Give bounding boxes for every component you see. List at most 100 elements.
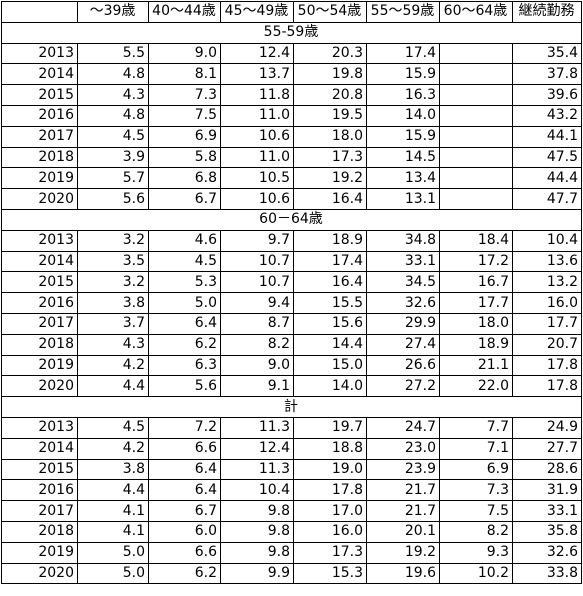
value-cell: 5.0 xyxy=(77,562,149,585)
value-cell: 39.6 xyxy=(512,84,582,106)
value-cell: 18.9 xyxy=(293,229,367,252)
value-cell: 33.1 xyxy=(366,250,440,273)
year-cell: 2019 xyxy=(1,167,78,190)
value-cell: 20.3 xyxy=(293,42,367,65)
year-cell: 2019 xyxy=(1,541,78,564)
value-cell: 35.4 xyxy=(512,42,582,65)
table-row: 2017 3.7 6.4 8.7 15.6 29.9 18.0 17.7 xyxy=(1,312,582,335)
value-cell: 17.4 xyxy=(366,42,440,65)
value-cell: 4.4 xyxy=(77,375,149,398)
value-cell: 6.4 xyxy=(148,312,221,335)
value-cell: 4.5 xyxy=(148,250,221,273)
section-title: 計 xyxy=(1,396,582,418)
header-cell xyxy=(1,1,78,23)
value-cell: 9.7 xyxy=(220,229,294,252)
value-cell: 33.1 xyxy=(512,500,582,522)
value-cell: 4.5 xyxy=(77,416,149,439)
value-cell: 4.2 xyxy=(77,354,149,377)
value-cell: 34.8 xyxy=(366,229,440,252)
value-cell: 10.5 xyxy=(220,167,294,190)
value-cell: 13.7 xyxy=(220,63,294,86)
value-cell: 6.6 xyxy=(148,437,221,460)
value-cell: 9.8 xyxy=(220,541,294,564)
table-row: 2016 3.8 5.0 9.4 15.5 32.6 17.7 16.0 xyxy=(1,292,582,314)
year-cell: 2018 xyxy=(1,520,78,543)
table-row: 2017 4.5 6.9 10.6 18.0 15.9 44.1 xyxy=(1,125,582,148)
value-cell: 19.5 xyxy=(293,104,367,127)
value-cell xyxy=(439,84,513,106)
value-cell: 18.0 xyxy=(439,312,513,335)
value-cell xyxy=(439,42,513,65)
value-cell xyxy=(439,188,513,210)
value-cell: 32.6 xyxy=(366,292,440,314)
value-cell: 21.7 xyxy=(366,500,440,522)
value-cell: 34.5 xyxy=(366,271,440,294)
value-cell: 22.0 xyxy=(439,375,513,398)
value-cell: 16.4 xyxy=(293,188,367,210)
table-row: 2018 3.9 5.8 11.0 17.3 14.5 47.5 xyxy=(1,146,582,169)
value-cell: 4.8 xyxy=(77,104,149,127)
table-body: 55-59歳 2013 5.5 9.0 12.4 20.3 17.4 35.4 2014 4.8 8… xyxy=(1,21,582,585)
year-cell: 2018 xyxy=(1,146,78,169)
year-cell: 2017 xyxy=(1,312,78,335)
value-cell: 17.0 xyxy=(293,500,367,522)
year-cell: 2016 xyxy=(1,104,78,127)
value-cell xyxy=(439,125,513,148)
value-cell: 16.3 xyxy=(366,84,440,106)
value-cell: 24.7 xyxy=(366,416,440,439)
value-cell: 23.0 xyxy=(366,437,440,460)
value-cell: 33.8 xyxy=(512,562,582,585)
value-cell: 5.5 xyxy=(77,42,149,65)
value-cell: 16.4 xyxy=(293,271,367,294)
value-cell: 14.0 xyxy=(293,375,367,398)
value-cell: 5.8 xyxy=(148,146,221,169)
value-cell: 4.3 xyxy=(77,333,149,356)
section-title: 60－64歳 xyxy=(1,208,582,231)
value-cell: 5.3 xyxy=(148,271,221,294)
value-cell: 18.0 xyxy=(293,125,367,148)
value-cell: 7.5 xyxy=(439,500,513,522)
table-row: 2015 3.8 6.4 11.3 19.0 23.9 6.9 28.6 xyxy=(1,458,582,481)
table-row: 2015 3.2 5.3 10.7 16.4 34.5 16.7 13.2 xyxy=(1,271,582,294)
value-cell: 3.2 xyxy=(77,271,149,294)
value-cell: 19.8 xyxy=(293,63,367,86)
value-cell: 13.2 xyxy=(512,271,582,294)
table-row: 2019 4.2 6.3 9.0 15.0 26.6 21.1 17.8 xyxy=(1,354,582,377)
value-cell: 9.8 xyxy=(220,500,294,522)
value-cell: 3.9 xyxy=(77,146,149,169)
value-cell: 15.9 xyxy=(366,125,440,148)
value-cell: 3.5 xyxy=(77,250,149,273)
section-row: 55-59歳 xyxy=(1,21,582,44)
year-cell: 2018 xyxy=(1,333,78,356)
value-cell: 35.8 xyxy=(512,520,582,543)
year-cell: 2020 xyxy=(1,562,78,585)
value-cell: 17.8 xyxy=(293,479,367,502)
value-cell: 9.3 xyxy=(439,541,513,564)
value-cell: 4.5 xyxy=(77,125,149,148)
value-cell: 21.1 xyxy=(439,354,513,377)
value-cell: 18.4 xyxy=(439,229,513,252)
value-cell: 5.0 xyxy=(148,292,221,314)
value-cell: 21.7 xyxy=(366,479,440,502)
value-cell: 10.4 xyxy=(220,479,294,502)
year-cell: 2014 xyxy=(1,437,78,460)
value-cell: 8.2 xyxy=(220,333,294,356)
value-cell: 18.8 xyxy=(293,437,367,460)
header-cell: 継続勤務 xyxy=(512,1,582,23)
value-cell: 8.1 xyxy=(148,63,221,86)
value-cell: 5.7 xyxy=(77,167,149,190)
value-cell: 29.9 xyxy=(366,312,440,335)
value-cell: 17.2 xyxy=(439,250,513,273)
value-cell: 17.7 xyxy=(512,312,582,335)
value-cell: 17.3 xyxy=(293,541,367,564)
value-cell: 6.7 xyxy=(148,500,221,522)
value-cell: 12.4 xyxy=(220,42,294,65)
value-cell: 9.1 xyxy=(220,375,294,398)
data-table: ～39歳 40～44歳 45～49歳 50～54歳 55～59歳 60～64歳 … xyxy=(1,1,582,585)
value-cell: 3.7 xyxy=(77,312,149,335)
value-cell: 28.6 xyxy=(512,458,582,481)
value-cell: 15.0 xyxy=(293,354,367,377)
value-cell: 11.0 xyxy=(220,146,294,169)
value-cell: 4.8 xyxy=(77,63,149,86)
year-cell: 2017 xyxy=(1,500,78,522)
